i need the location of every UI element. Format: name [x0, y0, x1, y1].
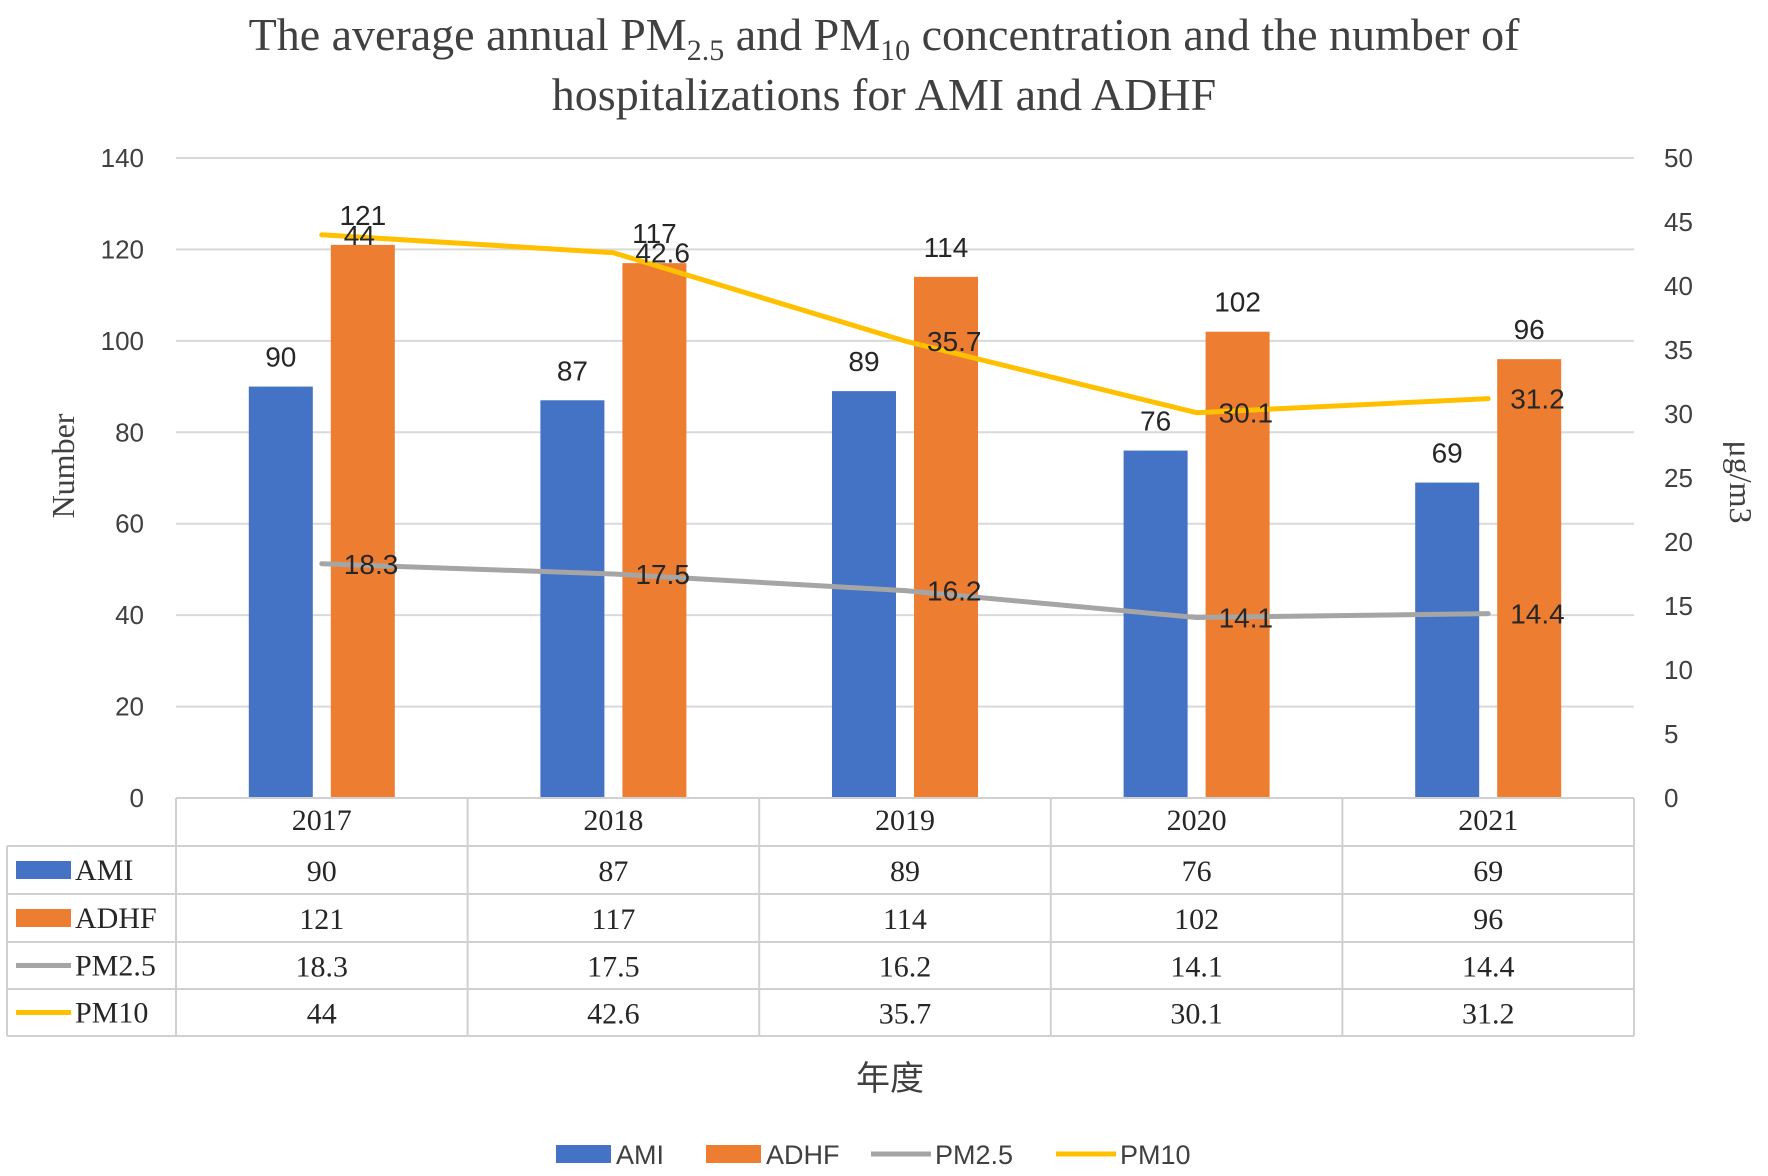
- bar-data-label: 90: [265, 342, 296, 373]
- bar-adhf-2018: [622, 263, 687, 799]
- line-pm10: [319, 232, 1491, 416]
- y-tick-label-right: 30: [1664, 399, 1693, 429]
- legend-key-adhf: [706, 1145, 761, 1163]
- y-tick-label-left: 0: [130, 783, 144, 813]
- table-header-2019: 2019: [875, 804, 935, 837]
- legend-label-pm2.5: PM2.5: [935, 1140, 1013, 1170]
- table-cell: 44: [307, 998, 337, 1031]
- bar-data-label: 76: [1140, 406, 1171, 437]
- table-cell: 30.1: [1170, 998, 1223, 1031]
- line-data-label-pm2.5: 18.3: [344, 549, 399, 580]
- table-cell: 114: [883, 903, 927, 936]
- bar-adhf-2017: [330, 244, 395, 798]
- y-tick-label-left: 100: [101, 326, 144, 356]
- bar-data-label: 114: [924, 232, 969, 263]
- bar-ami-2018: [540, 400, 605, 798]
- line-data-label-pm10: 31.2: [1510, 384, 1565, 415]
- table-header-2021: 2021: [1458, 804, 1518, 837]
- table-cell: 14.1: [1170, 951, 1223, 984]
- table-cell: 76: [1182, 855, 1212, 888]
- table-cell: 121: [299, 903, 344, 936]
- table-cell: 102: [1174, 903, 1219, 936]
- y-tick-label-right: 20: [1664, 527, 1693, 557]
- line-data-label-pm2.5: 14.4: [1510, 599, 1565, 630]
- title-subscript: 10: [880, 34, 910, 67]
- table-cell: 35.7: [879, 998, 932, 1031]
- y-tick-label-right: 40: [1664, 271, 1693, 301]
- table-legend-key-adhf: [16, 909, 71, 927]
- line-pm2.5: [319, 561, 1491, 621]
- bar-ami-2019: [832, 391, 896, 798]
- title-segment: and PM: [724, 9, 880, 60]
- legend-label-adhf: ADHF: [766, 1140, 840, 1170]
- line-data-label-pm2.5: 16.2: [927, 576, 982, 607]
- title-subscript: 2.5: [687, 34, 725, 67]
- table-header-2020: 2020: [1167, 804, 1227, 837]
- y-tick-label-left: 40: [115, 600, 144, 630]
- line-data-label-pm2.5: 17.5: [635, 559, 690, 590]
- y-tick-label-right: 5: [1664, 719, 1678, 749]
- bar-data-label: 96: [1514, 314, 1545, 345]
- table-cell: 16.2: [879, 951, 932, 984]
- table-cell: 31.2: [1462, 998, 1515, 1031]
- table-row-label: PM10: [75, 997, 148, 1030]
- bar-data-label: 117: [632, 218, 677, 249]
- y-tick-label-right: 10: [1664, 655, 1693, 685]
- table-cell: 117: [591, 903, 635, 936]
- bar-data-label: 121: [339, 200, 386, 231]
- y-axis-title-right: μg/m3: [1723, 441, 1759, 524]
- table-cell: 17.5: [587, 951, 640, 984]
- bar-ami-2021: [1415, 482, 1480, 798]
- y-tick-label-left: 120: [101, 234, 144, 264]
- line-data-label-pm10: 35.7: [927, 326, 982, 357]
- line-data-label-pm10: 42.6: [635, 238, 690, 269]
- table-row-label: PM2.5: [75, 950, 156, 983]
- legend-label-pm10: PM10: [1120, 1140, 1191, 1170]
- bar-ami-2020: [1123, 450, 1188, 798]
- bar-data-label: 102: [1214, 287, 1261, 318]
- y-tick-label-left: 80: [115, 417, 144, 447]
- y-tick-label-left: 60: [115, 509, 144, 539]
- table-cell: 89: [890, 855, 920, 888]
- table-cell: 14.4: [1462, 951, 1515, 984]
- table-cell: 90: [307, 855, 337, 888]
- bar-data-label: 69: [1432, 438, 1463, 469]
- chart-title-line-1: The average annual PM2.5 and PM10 concen…: [249, 9, 1520, 67]
- y-tick-label-right: 35: [1664, 335, 1693, 365]
- table-legend-key-ami: [16, 861, 71, 879]
- y-tick-label-right: 50: [1664, 143, 1693, 173]
- y-axis-title-left: Number: [45, 413, 81, 518]
- line-data-label-pm10: 44: [344, 220, 375, 251]
- legend-label-ami: AMI: [616, 1140, 664, 1170]
- bar-data-label: 89: [848, 346, 879, 377]
- y-tick-label-right: 15: [1664, 591, 1693, 621]
- y-tick-label-left: 20: [115, 692, 144, 722]
- table-cell: 69: [1473, 855, 1503, 888]
- bar-adhf-2021: [1497, 359, 1562, 798]
- table-cell: 96: [1473, 903, 1503, 936]
- x-axis-title: 年度: [856, 1059, 924, 1099]
- table-cell: 18.3: [296, 951, 349, 984]
- chart-title-line-2: hospitalizations for AMI and ADHF: [552, 69, 1216, 120]
- y-tick-label-right: 25: [1664, 463, 1693, 493]
- y-tick-label-right: 45: [1664, 207, 1693, 237]
- legend-key-ami: [556, 1145, 611, 1163]
- title-segment: The average annual PM: [249, 9, 687, 60]
- y-tick-label-right: 0: [1664, 783, 1678, 813]
- table-header-2017: 2017: [292, 804, 352, 837]
- bar-data-label: 87: [557, 355, 588, 386]
- bar-adhf-2019: [914, 276, 978, 798]
- table-header-2018: 2018: [583, 804, 643, 837]
- bar-ami-2017: [248, 386, 313, 798]
- title-segment: concentration and the number of: [910, 9, 1520, 60]
- line-data-label-pm10: 30.1: [1219, 398, 1274, 429]
- table-row-label: ADHF: [75, 902, 157, 935]
- y-tick-label-left: 140: [101, 143, 144, 173]
- line-data-label-pm2.5: 14.1: [1219, 603, 1274, 634]
- table-row-label: AMI: [75, 854, 133, 887]
- table-cell: 87: [598, 855, 628, 888]
- table-cell: 42.6: [587, 998, 640, 1031]
